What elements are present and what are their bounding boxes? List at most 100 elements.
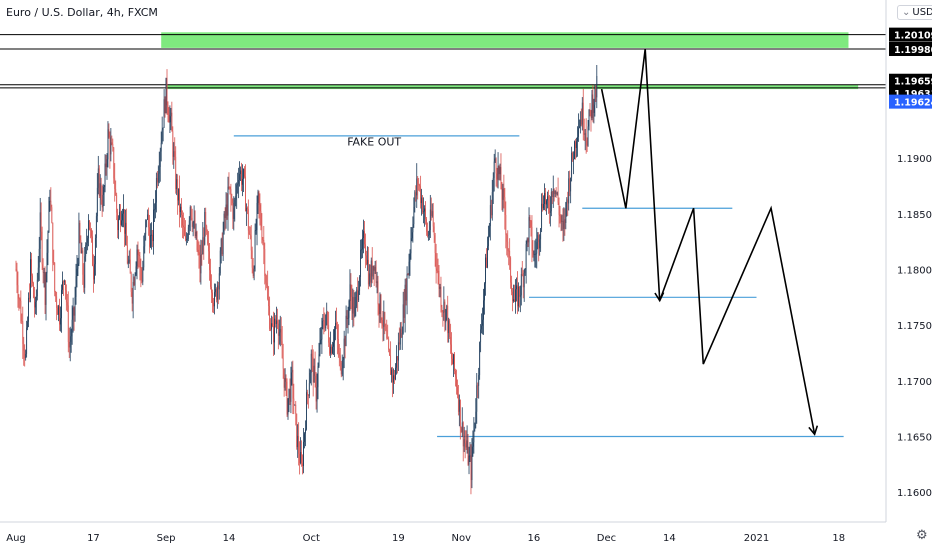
candle-body bbox=[40, 212, 42, 232]
candle-body bbox=[516, 285, 517, 290]
candle-body bbox=[596, 76, 598, 98]
candle-body bbox=[67, 305, 69, 342]
candle-body bbox=[584, 133, 586, 135]
candle-body bbox=[319, 340, 321, 355]
candle-body bbox=[125, 222, 127, 246]
candle-body bbox=[200, 253, 202, 274]
candle-body bbox=[381, 320, 383, 326]
candle-body bbox=[207, 231, 209, 244]
candle-body bbox=[283, 368, 285, 388]
candle-body bbox=[275, 320, 277, 325]
candle-body bbox=[543, 203, 544, 209]
candle-body bbox=[166, 77, 168, 106]
candle-body bbox=[432, 211, 434, 227]
candle-body bbox=[413, 207, 415, 225]
candle-body bbox=[327, 311, 329, 325]
candle-body bbox=[493, 161, 495, 178]
date-tick-label: Oct bbox=[303, 533, 320, 544]
candle-body bbox=[507, 241, 509, 251]
candle-body bbox=[306, 392, 308, 396]
candle-body bbox=[573, 159, 574, 161]
candle-body bbox=[313, 365, 315, 383]
candle-body bbox=[85, 245, 87, 257]
candle-body bbox=[241, 170, 242, 185]
candle-body bbox=[577, 136, 578, 142]
candle-body bbox=[25, 353, 27, 358]
candle-body bbox=[284, 378, 286, 388]
candle-body bbox=[467, 440, 469, 465]
candle-body bbox=[62, 281, 63, 290]
candle-body bbox=[24, 350, 26, 358]
candle-body bbox=[68, 341, 70, 348]
candle-body bbox=[464, 439, 466, 444]
candle-body bbox=[578, 126, 580, 129]
candle-body bbox=[476, 385, 478, 412]
candle-body bbox=[188, 220, 190, 228]
candle-body bbox=[253, 268, 255, 276]
price-label-resistance-3: 1.19659 bbox=[894, 77, 932, 88]
candle-body bbox=[418, 184, 420, 186]
candle-body bbox=[487, 236, 489, 247]
candle-body bbox=[410, 238, 412, 254]
candle-body bbox=[475, 411, 477, 423]
candle-body bbox=[518, 286, 520, 297]
candle-body bbox=[505, 214, 507, 235]
candle-body bbox=[209, 251, 210, 271]
candle-body bbox=[529, 217, 531, 221]
candle-body bbox=[549, 211, 551, 213]
candle-body bbox=[365, 244, 366, 256]
candle-body bbox=[273, 326, 274, 343]
candle-body bbox=[257, 191, 259, 203]
candle-body bbox=[150, 235, 151, 247]
candle-body bbox=[249, 234, 251, 236]
candle-body bbox=[376, 281, 378, 283]
candle-body bbox=[295, 404, 297, 414]
candle-body bbox=[554, 190, 556, 195]
candle-body bbox=[124, 222, 126, 234]
candle-body bbox=[83, 274, 85, 288]
candle-body bbox=[39, 212, 41, 249]
candle-body bbox=[593, 104, 595, 113]
candle-body bbox=[168, 114, 170, 123]
date-tick-label: 2021 bbox=[744, 533, 769, 544]
candle-body bbox=[130, 273, 132, 292]
candle-body bbox=[103, 187, 105, 195]
candle-body bbox=[582, 102, 584, 130]
candle-body bbox=[21, 321, 23, 322]
candle-body bbox=[361, 249, 362, 251]
candle-body bbox=[484, 283, 485, 301]
candle-body bbox=[119, 211, 120, 219]
candle-body bbox=[429, 209, 431, 230]
candle-body bbox=[220, 239, 222, 251]
candle-body bbox=[267, 285, 269, 300]
candle-body bbox=[82, 250, 84, 275]
candle-body bbox=[427, 231, 428, 236]
candle-body bbox=[323, 320, 325, 327]
candle-body bbox=[29, 297, 30, 299]
candle-body bbox=[75, 276, 77, 297]
candle-body bbox=[106, 159, 108, 167]
candle-body bbox=[80, 240, 82, 254]
candle-body bbox=[539, 239, 541, 249]
candle-body bbox=[260, 211, 262, 227]
candle-body bbox=[480, 329, 482, 343]
candle-body bbox=[134, 274, 136, 285]
candle-body bbox=[440, 286, 442, 308]
candle-body bbox=[377, 281, 379, 305]
candle-body bbox=[307, 395, 309, 396]
gear-icon[interactable]: ⚙ bbox=[916, 528, 928, 543]
candle-body bbox=[274, 318, 275, 343]
candle-body bbox=[420, 186, 422, 204]
currency-selector[interactable]: ⌄ USD bbox=[897, 5, 932, 20]
candle-body bbox=[386, 330, 388, 338]
candle-body bbox=[322, 320, 324, 322]
candle-body bbox=[183, 225, 184, 228]
candle-body bbox=[445, 309, 447, 323]
candle-body bbox=[346, 315, 348, 320]
candle-body bbox=[595, 85, 597, 98]
candle-body bbox=[479, 342, 481, 376]
candle-body bbox=[118, 218, 120, 231]
candle-body bbox=[579, 119, 581, 127]
